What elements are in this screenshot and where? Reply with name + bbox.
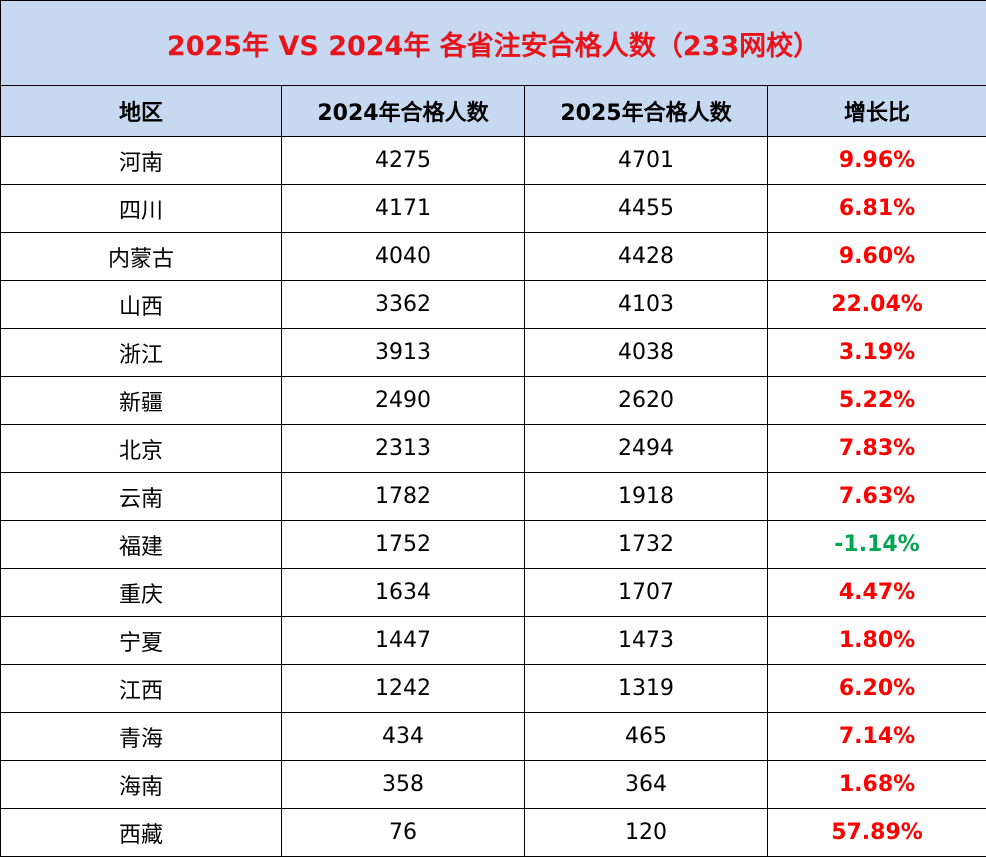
- header-cell: 地区: [0, 85, 282, 137]
- table-cell: 434: [281, 712, 525, 761]
- table-cell: 358: [281, 760, 525, 809]
- table-cell: 76: [281, 808, 525, 857]
- table-cell: 四川: [0, 184, 282, 233]
- growth-cell: 22.04%: [766, 280, 986, 329]
- table-cell: 2620: [524, 376, 768, 425]
- table-cell: 宁夏: [0, 616, 282, 665]
- growth-cell: 4.47%: [766, 568, 986, 617]
- table-cell: 364: [524, 760, 768, 809]
- growth-cell: 7.63%: [766, 472, 986, 521]
- table-cell: 3913: [281, 328, 525, 377]
- table-cell: 海南: [0, 760, 282, 809]
- table-cell: 4103: [524, 280, 768, 329]
- growth-cell: 3.19%: [766, 328, 986, 377]
- table-cell: 1447: [281, 616, 525, 665]
- growth-cell: 57.89%: [766, 808, 986, 857]
- table-cell: 西藏: [0, 808, 282, 857]
- table-row: 西藏 76 120 57.89%: [0, 808, 986, 857]
- table-cell: 1242: [281, 664, 525, 713]
- table-row: 宁夏 1447 1473 1.80%: [0, 616, 986, 665]
- table-cell: 浙江: [0, 328, 282, 377]
- table-cell: 4428: [524, 232, 768, 281]
- table-cell: 4171: [281, 184, 525, 233]
- growth-cell: 1.80%: [766, 616, 986, 665]
- table-cell: 山西: [0, 280, 282, 329]
- table-cell: 1707: [524, 568, 768, 617]
- growth-cell: -1.14%: [766, 520, 986, 569]
- table-cell: 465: [524, 712, 768, 761]
- table-row: 海南 358 364 1.68%: [0, 760, 986, 809]
- table-body: 河南 4275 4701 9.96% 四川 4171 4455 6.81% 内蒙古 4040 442…: [0, 136, 986, 857]
- table-cell: 1473: [524, 616, 768, 665]
- table-cell: 4701: [524, 136, 768, 185]
- growth-cell: 9.96%: [766, 136, 986, 185]
- table-cell: 河南: [0, 136, 282, 185]
- table-row: 江西 1242 1319 6.20%: [0, 664, 986, 713]
- header-cell: 2025年合格人数: [524, 85, 768, 137]
- table-cell: 新疆: [0, 376, 282, 425]
- table-cell: 4038: [524, 328, 768, 377]
- table-cell: 1782: [281, 472, 525, 521]
- table-row: 北京 2313 2494 7.83%: [0, 424, 986, 473]
- table-row: 福建 1752 1732 -1.14%: [0, 520, 986, 569]
- growth-cell: 7.14%: [766, 712, 986, 761]
- table-row: 云南 1782 1918 7.63%: [0, 472, 986, 521]
- table-cell: 4040: [281, 232, 525, 281]
- table-row: 四川 4171 4455 6.81%: [0, 184, 986, 233]
- table-cell: 1732: [524, 520, 768, 569]
- table-cell: 江西: [0, 664, 282, 713]
- table-cell: 福建: [0, 520, 282, 569]
- table-row: 浙江 3913 4038 3.19%: [0, 328, 986, 377]
- growth-cell: 6.20%: [766, 664, 986, 713]
- table-cell: 青海: [0, 712, 282, 761]
- growth-cell: 6.81%: [766, 184, 986, 233]
- table-cell: 4275: [281, 136, 525, 185]
- table-cell: 内蒙古: [0, 232, 282, 281]
- table-cell: 1918: [524, 472, 768, 521]
- table-row: 内蒙古 4040 4428 9.60%: [0, 232, 986, 281]
- growth-cell: 1.68%: [766, 760, 986, 809]
- table-row: 山西 3362 4103 22.04%: [0, 280, 986, 329]
- table-row: 青海 434 465 7.14%: [0, 712, 986, 761]
- table-row: 新疆 2490 2620 5.22%: [0, 376, 986, 425]
- table-cell: 1634: [281, 568, 525, 617]
- growth-cell: 7.83%: [766, 424, 986, 473]
- table-cell: 2494: [524, 424, 768, 473]
- table-cell: 3362: [281, 280, 525, 329]
- table-cell: 1319: [524, 664, 768, 713]
- header-cell: 增长比: [766, 85, 986, 137]
- table-cell: 云南: [0, 472, 282, 521]
- table-cell: 1752: [281, 520, 525, 569]
- table-cell: 2313: [281, 424, 525, 473]
- header-cell: 2024年合格人数: [281, 85, 525, 137]
- table-title: 2025年 VS 2024年 各省注安合格人数（233网校）: [0, 0, 986, 86]
- table-cell: 北京: [0, 424, 282, 473]
- header-row: 地区 2024年合格人数 2025年合格人数 增长比: [0, 85, 986, 137]
- table-row: 河南 4275 4701 9.96%: [0, 136, 986, 185]
- growth-cell: 5.22%: [766, 376, 986, 425]
- table-cell: 4455: [524, 184, 768, 233]
- table-cell: 2490: [281, 376, 525, 425]
- table-cell: 重庆: [0, 568, 282, 617]
- table-cell: 120: [524, 808, 768, 857]
- growth-cell: 9.60%: [766, 232, 986, 281]
- table-row: 重庆 1634 1707 4.47%: [0, 568, 986, 617]
